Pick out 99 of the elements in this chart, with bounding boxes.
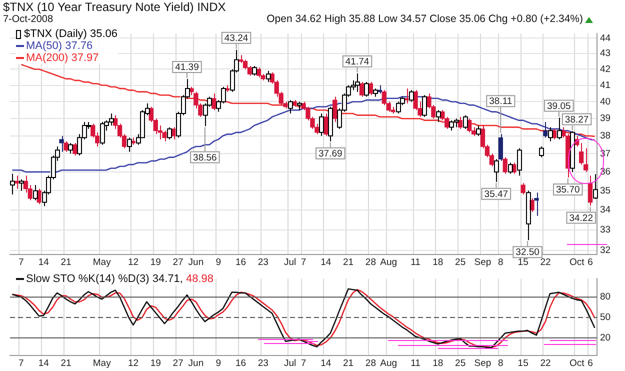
- y-tick-label: 50: [600, 312, 611, 324]
- x-tick-label: 12: [128, 358, 139, 369]
- candlestick: [502, 156, 508, 174]
- text: Open 34.62 High 35.88 Low 34.57 Close 35.06 Chg +0.80 (+2.34%): [266, 13, 583, 25]
- y-tick-label: 32: [600, 245, 611, 256]
- y-tick-label: 34: [600, 204, 611, 216]
- candlestick: [422, 94, 427, 118]
- x-tick-label: Jun: [188, 256, 204, 268]
- y-tick-label: 42: [600, 64, 611, 75]
- annotation: 35.70: [556, 184, 580, 196]
- candlestick: [355, 72, 360, 92]
- x-tick-label: May: [92, 256, 112, 268]
- x-tick-label: 21: [343, 256, 354, 268]
- x-tick-label: 19: [150, 256, 161, 268]
- y-tick-label: 33: [600, 224, 611, 236]
- x-tick-label: 7: [18, 358, 24, 369]
- x-tick-label: 14: [38, 358, 49, 369]
- candlestick: [520, 182, 526, 196]
- candlestick: [64, 140, 68, 152]
- y-tick-label: 40: [600, 96, 611, 108]
- y-tick-label: 39: [600, 113, 611, 124]
- candlestick: [534, 192, 539, 216]
- x-tick-label: 7: [18, 256, 24, 268]
- x-tick-label: 11: [410, 358, 420, 369]
- annotation: 41.74: [345, 56, 370, 68]
- x-tick-label: 11: [410, 256, 420, 268]
- x-tick-label: 16: [235, 358, 246, 369]
- x-tick-label: 14: [38, 256, 49, 268]
- x-tick-label: 28: [365, 358, 376, 369]
- x-tick-label: 21: [60, 256, 72, 268]
- x-tick-label: 27: [172, 358, 184, 369]
- x-tick-label: 9: [216, 256, 222, 268]
- y-tick-label: 38: [600, 130, 611, 142]
- x-tick-label: 14: [320, 358, 332, 369]
- candlestick: [543, 122, 548, 138]
- x-tick-label: May: [92, 358, 112, 369]
- x-tick-label: Jul: [284, 358, 296, 369]
- annotation: 41.39: [175, 62, 199, 74]
- candlestick: [212, 92, 216, 111]
- annotation: 32.50: [516, 247, 540, 258]
- annotation: 37.69: [318, 148, 342, 160]
- x-tick-label: 21: [343, 358, 354, 369]
- x-tick-label: Oct: [569, 256, 585, 268]
- legend-label: MA(50) 37.76: [26, 40, 93, 52]
- x-tick-label: 8: [498, 256, 504, 268]
- x-tick-label: 12: [128, 256, 139, 268]
- x-tick-label: 15: [518, 358, 528, 369]
- y-tick-label: 20: [600, 332, 611, 344]
- annotation: 38.11: [489, 96, 512, 108]
- candlestick: [332, 96, 338, 123]
- y-tick-label: 80: [600, 292, 611, 303]
- y-tick-label: 43: [600, 48, 611, 60]
- candlestick: [498, 133, 503, 162]
- x-tick-label: 8: [498, 358, 504, 369]
- y-tick-label: 41: [600, 80, 611, 91]
- x-tick-label: Sep: [474, 256, 492, 268]
- x-tick-label: 7: [300, 256, 306, 268]
- x-tick-label: 22: [540, 256, 551, 268]
- x-tick-label: 18: [432, 256, 444, 268]
- x-tick-label: 25: [455, 256, 466, 268]
- x-tick-label: 28: [365, 256, 376, 268]
- candlestick: [588, 175, 593, 206]
- annotation: 39.05: [547, 100, 571, 112]
- legend-label: Slow STO %K(14) %D(3) 34.71,: [26, 273, 184, 285]
- x-tick-label: 23: [258, 256, 268, 268]
- x-tick-label: Oct: [569, 358, 585, 369]
- x-tick-label: 18: [432, 358, 444, 369]
- x-tick-label: 21: [60, 358, 72, 369]
- x-tick-label: 19: [150, 358, 161, 369]
- legend-label: MA(200) 37.97: [26, 52, 99, 64]
- y-tick-label: 35: [600, 185, 611, 196]
- annotation: 35.47: [484, 188, 508, 200]
- x-tick-label: 15: [518, 256, 528, 268]
- x-tick-label: 6: [588, 256, 593, 268]
- annotation: 38.56: [193, 152, 217, 164]
- candlestick: [59, 135, 64, 152]
- x-tick-label: 25: [455, 358, 466, 369]
- x-tick-label: 22: [540, 358, 551, 369]
- annotation: 34.22: [569, 212, 594, 224]
- x-tick-label: Sep: [474, 358, 492, 369]
- x-tick-label: Jul: [284, 256, 296, 268]
- x-tick-label: Jun: [188, 358, 204, 369]
- x-tick-label: Aug: [380, 256, 398, 268]
- chart-subtitle: 7-Oct-2008: [3, 14, 54, 25]
- legend-title: $TNX (Daily) 35.06: [24, 28, 118, 40]
- annotation: 43.24: [224, 32, 248, 44]
- x-tick-label: 14: [320, 256, 332, 268]
- candlestick: [359, 82, 364, 98]
- x-tick-label: Aug: [380, 358, 398, 369]
- chart-title: $TNX (10 Year Treasury Note Yield) INDX: [3, 0, 226, 14]
- annotation: 38.27: [564, 114, 589, 126]
- x-tick-label: 6: [588, 358, 593, 369]
- series-label: 48.98: [186, 273, 214, 285]
- x-tick-label: 23: [258, 358, 268, 369]
- x-tick-label: 9: [216, 358, 222, 369]
- x-tick-label: 27: [172, 256, 184, 268]
- x-tick-label: 7: [300, 358, 306, 369]
- x-tick-label: 16: [235, 256, 246, 268]
- y-tick-label: 44: [600, 32, 611, 44]
